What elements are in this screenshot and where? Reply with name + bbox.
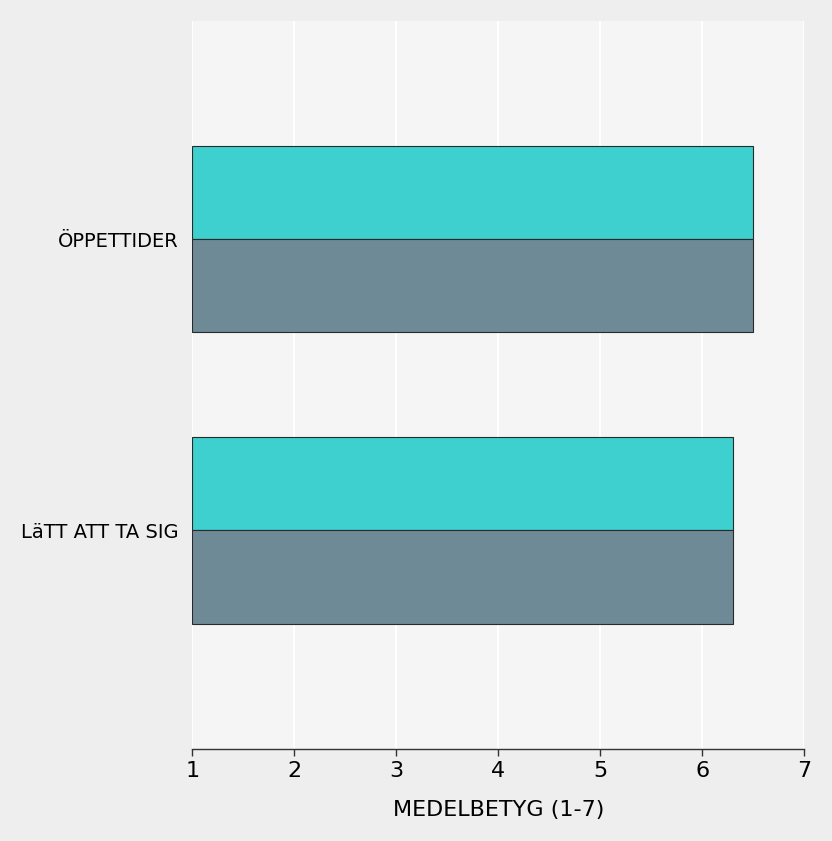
X-axis label: MEDELBETYG (1-7): MEDELBETYG (1-7) (393, 800, 604, 820)
Bar (192, 239, 753, 332)
Bar (192, 437, 733, 531)
Bar (192, 146, 753, 239)
Bar (192, 531, 733, 624)
